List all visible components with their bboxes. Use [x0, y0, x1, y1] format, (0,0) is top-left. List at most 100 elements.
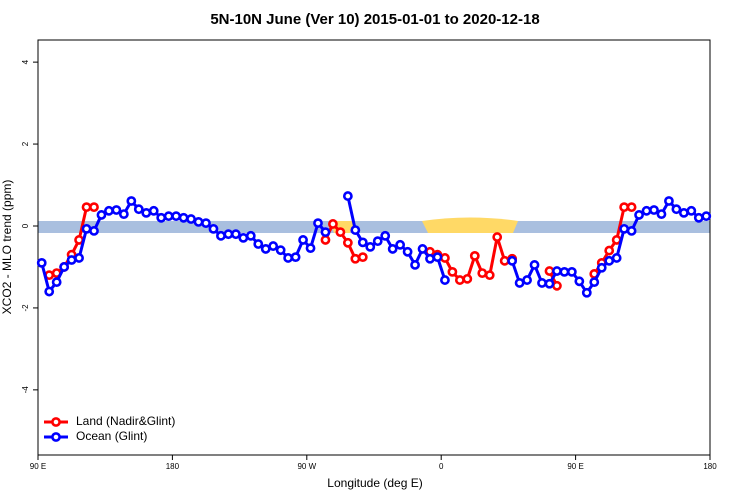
y-tick-label: -2 — [21, 304, 30, 312]
data-point — [664, 196, 674, 206]
data-point — [514, 278, 525, 288]
data-point — [365, 241, 376, 252]
data-point — [649, 205, 659, 215]
data-point — [118, 209, 129, 220]
data-point — [148, 205, 159, 216]
y-axis-label: XCO2 - MLO trend (ppm) — [0, 180, 14, 315]
data-point — [89, 226, 99, 236]
data-point — [350, 225, 361, 235]
data-point — [686, 205, 697, 216]
land-band — [422, 217, 518, 233]
data-point — [223, 229, 234, 240]
data-point — [268, 241, 279, 251]
data-point — [342, 191, 353, 201]
y-tick-label: -4 — [21, 386, 30, 394]
data-point — [81, 202, 92, 213]
data-point — [596, 262, 607, 273]
data-point — [634, 210, 644, 220]
data-point — [357, 237, 368, 248]
data-point — [193, 216, 204, 227]
data-point — [693, 212, 704, 223]
data-point — [484, 270, 495, 281]
data-point — [156, 212, 167, 223]
data-point — [522, 275, 532, 285]
data-point — [410, 260, 420, 270]
data-point — [440, 253, 450, 263]
data-point — [133, 204, 144, 215]
y-tick-label: 4 — [21, 59, 30, 64]
data-point — [581, 287, 592, 298]
data-point — [454, 275, 465, 285]
data-point — [589, 277, 600, 288]
data-point — [604, 255, 615, 266]
data-point — [425, 253, 435, 264]
data-point — [380, 230, 391, 241]
data-point — [201, 218, 211, 229]
data-point — [671, 204, 682, 215]
data-point — [574, 276, 585, 287]
zero-band — [38, 220, 710, 233]
data-point — [313, 218, 323, 229]
plot-frame — [37, 39, 711, 456]
data-point — [469, 250, 480, 261]
data-point — [230, 229, 241, 240]
data-point — [417, 244, 428, 254]
data-point — [298, 235, 308, 245]
legend-marker — [51, 417, 61, 427]
x-tick-label: 0 — [439, 462, 444, 471]
data-point — [253, 239, 264, 249]
data-point — [492, 232, 503, 242]
x-axis-label: Longitude (deg E) — [327, 476, 422, 490]
data-point — [305, 243, 316, 254]
legend-label: Ocean (Glint) — [76, 429, 147, 443]
data-point — [641, 205, 652, 216]
data-point — [320, 227, 331, 238]
data-point — [178, 212, 189, 223]
data-point — [290, 252, 301, 263]
data-point — [44, 286, 55, 297]
data-point — [245, 230, 256, 241]
data-point — [552, 280, 562, 291]
x-tick-label: 180 — [166, 462, 180, 471]
data-point — [104, 205, 114, 216]
y-tick-label: 0 — [21, 223, 30, 228]
data-point — [163, 211, 174, 222]
data-point — [238, 232, 249, 243]
data-point — [36, 257, 47, 268]
data-point — [283, 253, 294, 263]
data-point — [447, 266, 458, 277]
data-point — [626, 202, 637, 213]
data-point — [395, 239, 406, 250]
data-point — [59, 262, 70, 272]
data-point — [462, 273, 473, 284]
data-point — [544, 278, 555, 289]
data-point — [208, 223, 219, 234]
data-point — [66, 255, 77, 265]
data-point — [678, 207, 689, 218]
data-point — [507, 255, 518, 266]
data-point — [701, 211, 712, 222]
data-point — [604, 245, 615, 256]
data-point — [342, 237, 353, 248]
data-point — [529, 260, 540, 270]
y-tick-label: 2 — [21, 141, 30, 146]
data-point — [499, 255, 510, 266]
legend-label: Land (Nadir&Glint) — [76, 414, 175, 428]
data-point — [477, 268, 488, 279]
data-point — [51, 277, 62, 288]
data-point — [566, 266, 577, 277]
data-point — [216, 230, 226, 241]
x-tick-label: 90 E — [567, 462, 583, 471]
data-point — [372, 236, 383, 247]
data-point — [111, 205, 122, 215]
x-tick-label: 180 — [703, 462, 717, 471]
data-point — [619, 202, 630, 213]
data-point — [81, 223, 92, 234]
series-line — [48, 205, 94, 277]
data-point — [619, 223, 630, 234]
data-point — [350, 253, 361, 264]
data-point — [544, 266, 555, 276]
data-point — [357, 252, 368, 263]
